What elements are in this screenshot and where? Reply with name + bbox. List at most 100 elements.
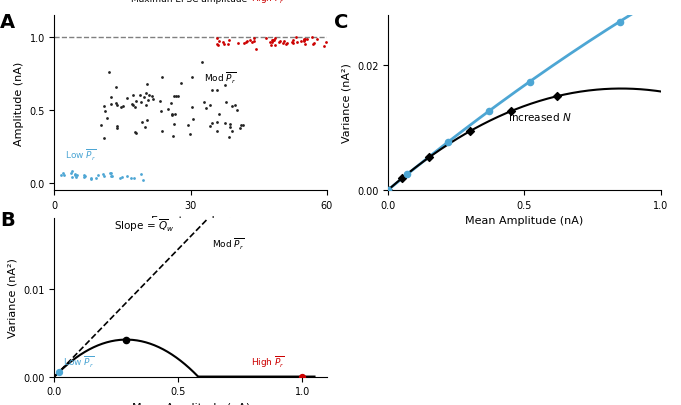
Point (116, 104, 127, 111)
Point (320, 39, 331, 46)
Point (244, 38, 255, 44)
Point (129, 129, 140, 135)
Point (65, 170, 76, 177)
Point (319, 43, 330, 50)
Point (99, 135, 110, 142)
Point (278, 41, 289, 47)
Point (287, 40, 298, 47)
Point (127, 103, 138, 109)
Point (249, 39, 259, 45)
Point (54, 369, 65, 375)
Point (140, 103, 151, 109)
Point (131, 130, 142, 137)
Point (241, 38, 252, 45)
Point (67, 168, 78, 175)
Point (111, 123, 122, 130)
Point (505, 109, 516, 115)
Point (187, 116, 198, 123)
Point (110, 85, 121, 91)
Point (232, 40, 243, 47)
Point (274, 40, 285, 46)
Point (301, 36, 312, 43)
Point (106, 101, 116, 108)
Point (136, 119, 147, 126)
Text: Maximun EPSC amplitude: Maximun EPSC amplitude (131, 0, 247, 4)
Point (69, 172, 80, 179)
Point (71, 174, 82, 181)
Point (206, 87, 217, 94)
Point (268, 38, 279, 44)
Point (98, 103, 109, 110)
Point (102, 115, 113, 122)
Point (67, 174, 78, 180)
Text: A: A (0, 13, 15, 32)
Point (114, 175, 125, 182)
Point (105, 173, 116, 180)
Point (138, 177, 148, 183)
Y-axis label: Amplitude (nA): Amplitude (nA) (14, 61, 24, 145)
Text: Increased $N$: Increased $N$ (508, 111, 571, 123)
Point (127, 93, 138, 100)
Point (170, 93, 181, 100)
Point (300, 42, 311, 48)
Point (197, 60, 208, 66)
Point (224, 124, 235, 131)
Point (166, 113, 177, 119)
Point (121, 173, 132, 180)
Point (261, 36, 272, 42)
Point (142, 97, 153, 104)
Text: Low $\overline{P_r}$: Low $\overline{P_r}$ (65, 147, 97, 163)
Point (484, 109, 494, 115)
Point (169, 122, 180, 128)
Point (185, 132, 196, 138)
Text: Mod $\overline{P_r}$: Mod $\overline{P_r}$ (212, 236, 244, 251)
Point (168, 94, 179, 100)
Point (265, 40, 276, 47)
Point (187, 75, 197, 81)
Point (170, 112, 180, 118)
Point (80, 173, 91, 179)
Point (383, 187, 394, 194)
Point (206, 121, 217, 128)
Point (183, 122, 194, 128)
Point (524, 79, 535, 85)
Text: Low $\overline{P_r}$: Low $\overline{P_r}$ (63, 354, 94, 369)
Point (204, 102, 215, 109)
Point (614, 19, 625, 26)
Point (95, 123, 106, 129)
Point (86, 175, 97, 181)
Point (247, 39, 257, 46)
Point (93, 172, 104, 178)
Point (141, 90, 152, 97)
Point (147, 96, 158, 103)
Text: C: C (334, 13, 348, 32)
Point (79, 172, 90, 178)
Text: Mod $\overline{P_r}$: Mod $\overline{P_r}$ (204, 71, 236, 86)
Point (221, 99, 232, 106)
Point (205, 123, 216, 130)
Point (142, 117, 153, 124)
Point (58, 171, 69, 177)
Point (131, 99, 142, 105)
Point (167, 111, 178, 118)
Point (106, 174, 117, 180)
Point (300, 37, 311, 44)
Point (200, 106, 211, 112)
Point (269, 36, 280, 42)
Point (218, 40, 229, 47)
Point (267, 37, 278, 44)
Point (229, 102, 240, 109)
Point (129, 104, 140, 111)
Point (275, 39, 286, 45)
Point (279, 39, 289, 45)
Point (219, 120, 230, 127)
Point (298, 38, 309, 45)
Point (266, 39, 277, 46)
Point (98, 171, 109, 178)
Point (198, 99, 209, 106)
Point (213, 111, 224, 118)
Point (136, 172, 146, 178)
Y-axis label: Variance (nA²): Variance (nA²) (341, 64, 351, 143)
Point (121, 96, 132, 102)
Point (240, 40, 251, 47)
